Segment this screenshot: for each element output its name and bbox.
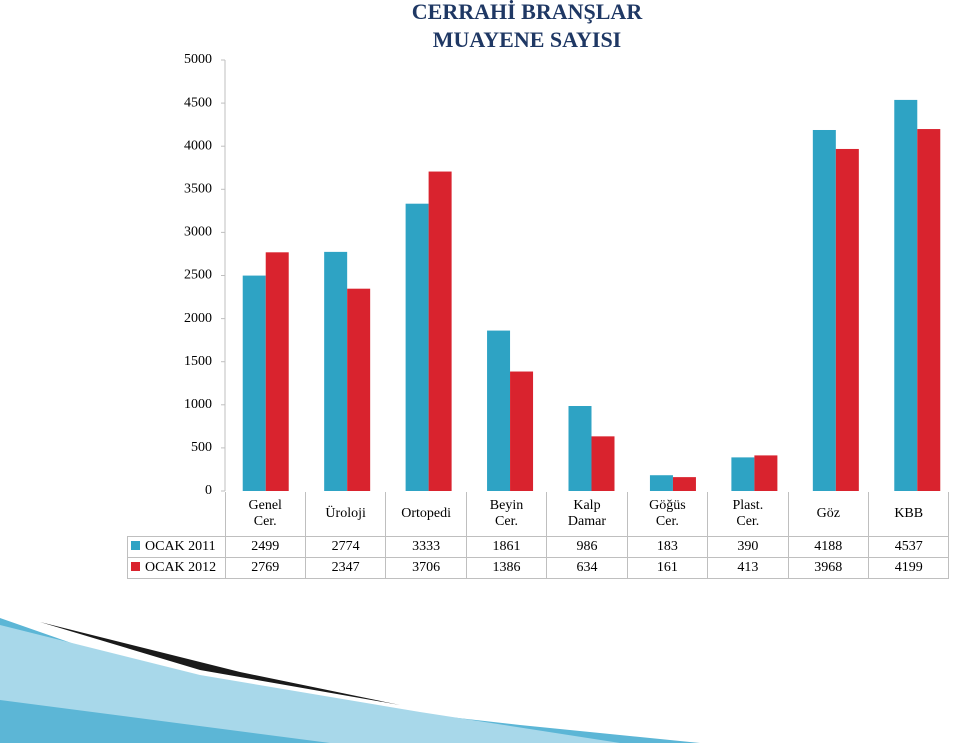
y-tick-label: 2500 — [184, 268, 212, 283]
value-cell: 413 — [707, 557, 789, 579]
bar — [917, 129, 941, 491]
decor-swoosh-light — [0, 625, 620, 743]
legend-entry: OCAK 2011 — [127, 536, 226, 558]
bar — [510, 371, 534, 491]
value-cell: 390 — [707, 536, 789, 558]
y-tick-label: 3500 — [184, 182, 212, 197]
x-tick-label: Genel Cer. — [224, 492, 306, 537]
bar — [347, 288, 371, 491]
value-cell: 161 — [626, 557, 709, 579]
y-tick-label: 0 — [205, 483, 212, 498]
x-tick-label: Plast. Cer. — [707, 492, 789, 537]
value-cell: 2499 — [224, 536, 306, 558]
bar — [324, 251, 348, 491]
bar — [835, 148, 859, 491]
value-cell: 1386 — [465, 557, 548, 579]
legend-entry: OCAK 2012 — [127, 557, 226, 579]
x-tick-label: KBB — [867, 492, 950, 537]
x-tick-label: Beyin Cer. — [465, 492, 548, 537]
bar — [487, 330, 511, 491]
bar — [812, 129, 836, 492]
legend-swatch — [131, 541, 140, 550]
y-tick-label: 4000 — [184, 138, 212, 153]
value-cell: 4199 — [867, 557, 950, 579]
value-cell: 986 — [546, 536, 628, 558]
table-row: OCAK 2011 2499 2774 3333 1861 986 183 390 4188 45… — [127, 536, 950, 558]
bar — [731, 457, 755, 491]
bar — [265, 252, 289, 491]
bar — [672, 477, 696, 491]
value-cell: 3706 — [385, 557, 467, 579]
value-cell: 4188 — [787, 536, 870, 558]
value-cell: 2347 — [304, 557, 387, 579]
value-cell: 2769 — [224, 557, 306, 579]
x-tick-label: Göğüs Cer. — [626, 492, 709, 537]
bar — [428, 171, 452, 492]
legend-label: OCAK 2011 — [145, 539, 216, 554]
legend-swatch — [131, 562, 140, 571]
y-tick-label: 5000 — [184, 52, 212, 67]
value-cell: 1861 — [465, 536, 548, 558]
y-tick-label: 1500 — [184, 354, 212, 369]
data-table: Genel Cer. Üroloji Ortopedi Beyin Cer. Kalp … — [127, 492, 950, 579]
value-cell: 3968 — [787, 557, 870, 579]
x-tick-label: Ortopedi — [385, 492, 467, 537]
y-tick-label: 1000 — [184, 397, 212, 412]
chart-title: CERRAHİ BRANŞLAR — [412, 0, 644, 24]
value-cell: 3333 — [385, 536, 467, 558]
value-cell: 634 — [546, 557, 628, 579]
bar — [754, 455, 778, 491]
table-row: OCAK 2012 2769 2347 3706 1386 634 161 413 3968 41… — [127, 557, 950, 579]
x-tick-label: Kalp Damar — [546, 492, 628, 537]
value-cell: 4537 — [867, 536, 950, 558]
y-tick-label: 2000 — [184, 311, 212, 326]
legend-label: OCAK 2012 — [145, 560, 217, 575]
y-tick-label: 4500 — [184, 95, 212, 110]
bar — [649, 475, 673, 491]
corner — [127, 492, 226, 537]
x-tick-label: Göz — [787, 492, 870, 537]
chart-title: MUAYENE SAYISI — [433, 27, 622, 52]
y-tick-label: 500 — [191, 440, 212, 455]
value-cell: 183 — [626, 536, 709, 558]
value-cell: 2774 — [304, 536, 387, 558]
bar — [591, 436, 615, 491]
bar — [568, 406, 592, 491]
bar — [242, 275, 266, 491]
bar — [405, 203, 429, 491]
x-tick-label: Üroloji — [304, 492, 387, 537]
y-tick-label: 3000 — [184, 225, 212, 240]
bar — [894, 99, 918, 492]
